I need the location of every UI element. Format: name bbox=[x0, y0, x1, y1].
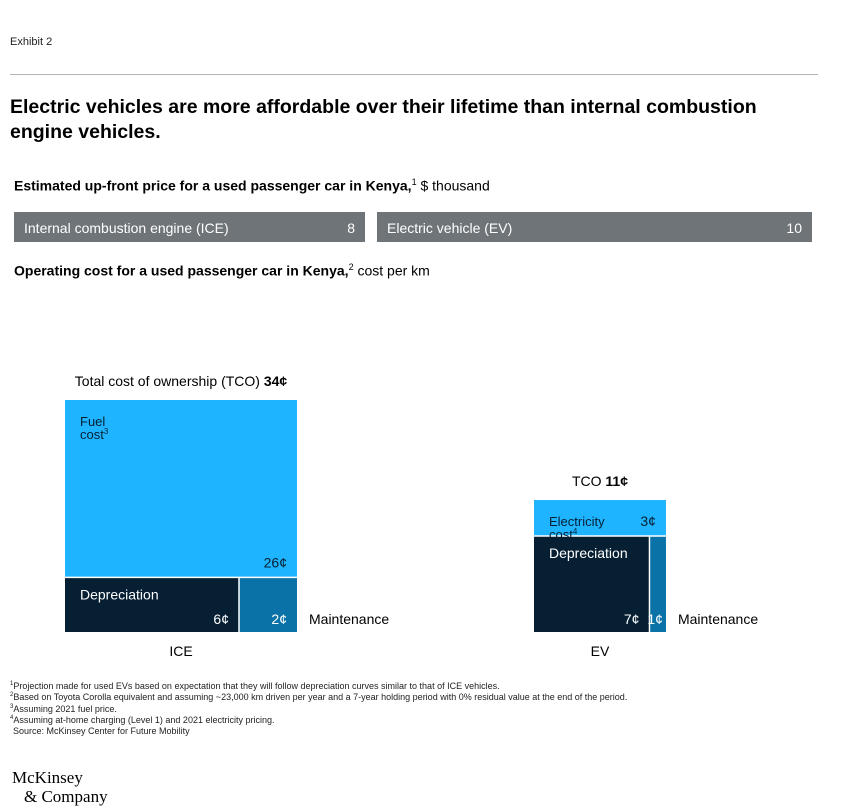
ice-group-label: ICE bbox=[169, 643, 192, 659]
footnote-text: Source: McKinsey Center for Future Mobil… bbox=[13, 726, 190, 737]
footnote-mark: 2 bbox=[10, 692, 14, 699]
footnote-mark: 3 bbox=[10, 703, 14, 710]
price-bar-ev-value: 10 bbox=[786, 220, 802, 236]
ice-tco-label-text: Total cost of ownership (TCO) bbox=[75, 373, 264, 389]
ev-maintenance-side-label: Maintenance bbox=[678, 611, 758, 627]
price-bar-ev-label: Electric vehicle (EV) bbox=[387, 220, 513, 236]
footnote-2: 2Based on Toyota Corolla equivalent and … bbox=[10, 692, 830, 703]
ice-maintenance-segment bbox=[239, 577, 297, 632]
price-bar-ice: Internal combustion engine (ICE) 8 bbox=[14, 212, 365, 242]
ice-fuel-label-line-2: cost3 bbox=[80, 427, 109, 442]
upfront-price-unit: $ thousand bbox=[416, 177, 490, 194]
ev-electricity-label-line-1: Electricity bbox=[549, 514, 605, 529]
price-bar-ev: Electric vehicle (EV) 10 bbox=[377, 212, 812, 242]
footnote-text: Assuming 2021 fuel price. bbox=[13, 703, 117, 714]
ice-maintenance-side-label: Maintenance bbox=[309, 611, 389, 627]
operating-cost-footnote-mark: 2 bbox=[348, 262, 354, 272]
price-bar-ice-label: Internal combustion engine (ICE) bbox=[24, 220, 229, 236]
operating-cost-unit: cost per km bbox=[353, 262, 430, 279]
upfront-price-heading: Estimated up-front price for a used pass… bbox=[14, 177, 490, 194]
mckinsey-logo: McKinsey & Company bbox=[12, 768, 108, 806]
ice-maintenance-value: 2¢ bbox=[271, 611, 287, 627]
ice-fuel-value: 26¢ bbox=[264, 554, 287, 570]
footnote-3: 3Assuming 2021 fuel price. bbox=[10, 704, 830, 715]
operating-cost-heading-text: Operating cost for a used passenger car … bbox=[14, 262, 349, 279]
ice-fuel-segment bbox=[65, 400, 297, 578]
ev-group-label: EV bbox=[591, 643, 610, 659]
footnote-text: Assuming at-home charging (Level 1) and … bbox=[13, 714, 275, 725]
ev-depreciation-value: 7¢ bbox=[624, 611, 640, 627]
price-bar-ice-value: 8 bbox=[347, 220, 355, 236]
footnote-text: Projection made for used EVs based on ex… bbox=[13, 681, 500, 691]
ice-depreciation-segment bbox=[65, 577, 239, 632]
ice-fuel-label-line-1: Fuel bbox=[80, 414, 105, 429]
footnote-1: 1Projection made for used EVs based on e… bbox=[10, 681, 830, 692]
operating-cost-heading: Operating cost for a used passenger car … bbox=[14, 262, 430, 279]
footnote-4: 4Assuming at-home charging (Level 1) and… bbox=[10, 715, 830, 726]
upfront-price-heading-text: Estimated up-front price for a used pass… bbox=[14, 177, 412, 194]
logo-line-2: & Company bbox=[24, 787, 108, 806]
ice-depreciation-label: Depreciation bbox=[80, 586, 159, 602]
ev-maintenance-value: 1¢ bbox=[647, 611, 663, 627]
chart-title: Electric vehicles are more affordable ov… bbox=[10, 96, 757, 143]
ev-electricity-footnote-mark: 4 bbox=[573, 527, 578, 536]
ice-tco-value: 34¢ bbox=[264, 373, 288, 389]
footnote-mark: 1 bbox=[10, 681, 14, 687]
ev-tco-value: 11¢ bbox=[605, 473, 628, 489]
footnote-mark: 4 bbox=[10, 714, 14, 721]
ev-electricity-value: 3¢ bbox=[640, 513, 656, 529]
upfront-price-footnote-mark: 1 bbox=[411, 177, 417, 187]
ev-depreciation-label: Depreciation bbox=[549, 545, 628, 561]
logo-line-1: McKinsey bbox=[12, 768, 83, 787]
ice-tco-label: Total cost of ownership (TCO) 34¢ bbox=[75, 373, 288, 389]
exhibit-label: Exhibit 2 bbox=[10, 36, 53, 48]
footnotes: 1Projection made for used EVs based on e… bbox=[10, 681, 830, 737]
ice-depreciation-value: 6¢ bbox=[213, 611, 229, 627]
ev-maintenance-segment bbox=[649, 536, 666, 632]
ev-depreciation-segment bbox=[534, 536, 650, 632]
ev-tco-label-text: TCO bbox=[572, 473, 605, 489]
footnote-text: Based on Toyota Corolla equivalent and a… bbox=[13, 692, 628, 703]
ice-fuel-footnote-mark: 3 bbox=[104, 427, 109, 436]
top-divider bbox=[10, 74, 818, 75]
ev-electricity-label-line-2: cost4 bbox=[549, 527, 578, 542]
ev-tco-label: TCO 11¢ bbox=[572, 473, 628, 489]
footnote-5: Source: McKinsey Center for Future Mobil… bbox=[10, 726, 830, 737]
ev-electricity-segment bbox=[534, 500, 666, 537]
